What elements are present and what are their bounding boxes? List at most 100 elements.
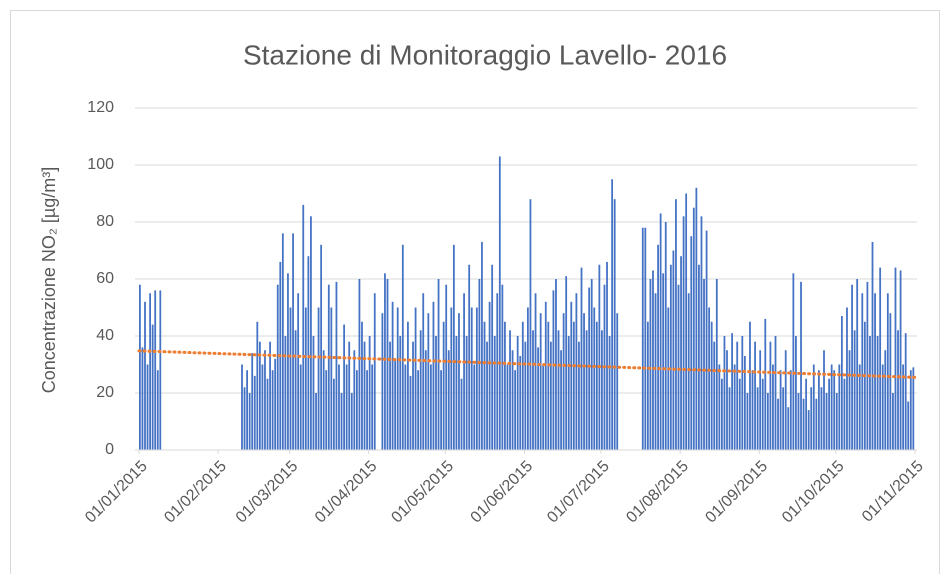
bar xyxy=(312,336,315,450)
y-tick-label: 60 xyxy=(96,270,114,287)
bar xyxy=(501,284,504,450)
bar xyxy=(641,227,644,450)
bar xyxy=(690,236,693,450)
x-tick-label: 01/04/2015 xyxy=(312,458,381,527)
bar xyxy=(396,307,399,450)
bar xyxy=(644,227,647,450)
x-tick-label: 01/08/2015 xyxy=(623,458,692,527)
bar xyxy=(703,279,705,450)
chart-frame xyxy=(10,10,940,579)
bar xyxy=(258,341,261,450)
bar xyxy=(583,313,585,450)
bar xyxy=(302,204,305,450)
bar xyxy=(524,341,527,450)
bar xyxy=(652,270,654,450)
chart-title: Stazione di Monitoraggio Lavello- 2016 xyxy=(243,39,727,70)
bar xyxy=(274,358,277,450)
bar xyxy=(687,293,690,450)
bar xyxy=(675,199,677,450)
bar xyxy=(361,321,363,450)
x-tick-label: 01/03/2015 xyxy=(233,458,302,527)
bar xyxy=(646,321,649,450)
bar xyxy=(289,307,292,450)
bar xyxy=(389,341,391,450)
bar xyxy=(343,324,345,450)
bar xyxy=(578,341,580,450)
bar xyxy=(156,370,159,450)
bar xyxy=(909,370,912,450)
bar xyxy=(749,321,751,450)
bar xyxy=(871,241,874,450)
bar xyxy=(710,321,713,450)
bar xyxy=(304,307,307,450)
bar xyxy=(667,307,670,450)
bar xyxy=(253,375,256,450)
bar xyxy=(792,273,795,450)
bar xyxy=(266,378,269,450)
bar xyxy=(892,393,894,450)
bar xyxy=(700,216,703,450)
bar xyxy=(698,264,700,450)
bar xyxy=(856,279,859,450)
bar xyxy=(585,330,588,450)
bar xyxy=(447,350,450,450)
bar xyxy=(468,264,471,450)
bar xyxy=(721,378,723,450)
bar xyxy=(828,378,830,450)
bar xyxy=(575,293,578,450)
bar xyxy=(830,364,833,450)
bar xyxy=(731,333,733,450)
bar xyxy=(371,364,374,450)
bar xyxy=(904,333,907,450)
bar xyxy=(432,301,435,450)
bar xyxy=(325,370,328,450)
bar xyxy=(465,336,468,450)
bar xyxy=(682,216,685,450)
bar xyxy=(146,364,149,450)
bar xyxy=(664,222,667,450)
bar xyxy=(529,199,532,450)
bar xyxy=(264,350,266,450)
bar xyxy=(373,293,376,450)
bar xyxy=(493,336,496,450)
bar xyxy=(774,336,777,450)
bar xyxy=(557,330,560,450)
bar xyxy=(297,293,300,450)
bar xyxy=(141,347,144,450)
bar xyxy=(797,393,800,450)
bar xyxy=(401,244,404,450)
bar xyxy=(399,336,402,450)
bar xyxy=(394,358,397,450)
bar xyxy=(820,387,823,450)
bar xyxy=(537,347,539,450)
bar xyxy=(738,378,741,450)
bar xyxy=(756,387,759,450)
bar xyxy=(511,350,514,450)
x-tick-label: 01/02/2015 xyxy=(161,458,230,527)
bar xyxy=(478,279,481,450)
bar xyxy=(662,273,665,450)
bar xyxy=(504,321,506,450)
bar xyxy=(345,364,348,450)
bar xyxy=(616,313,619,450)
bar xyxy=(912,367,915,450)
bar xyxy=(149,293,151,450)
bar xyxy=(649,279,652,450)
bar xyxy=(718,364,721,450)
bar xyxy=(879,267,882,450)
bar xyxy=(823,350,825,450)
bar xyxy=(276,284,279,450)
bar xyxy=(782,387,785,450)
bar xyxy=(519,355,522,450)
bar xyxy=(452,244,455,450)
bar xyxy=(542,364,545,450)
bar xyxy=(287,273,289,450)
bar xyxy=(463,293,465,450)
bar xyxy=(552,290,555,450)
bar xyxy=(840,316,843,450)
bar xyxy=(248,393,251,450)
bar xyxy=(805,378,808,450)
y-tick-label: 80 xyxy=(96,213,114,230)
bar xyxy=(483,321,486,450)
